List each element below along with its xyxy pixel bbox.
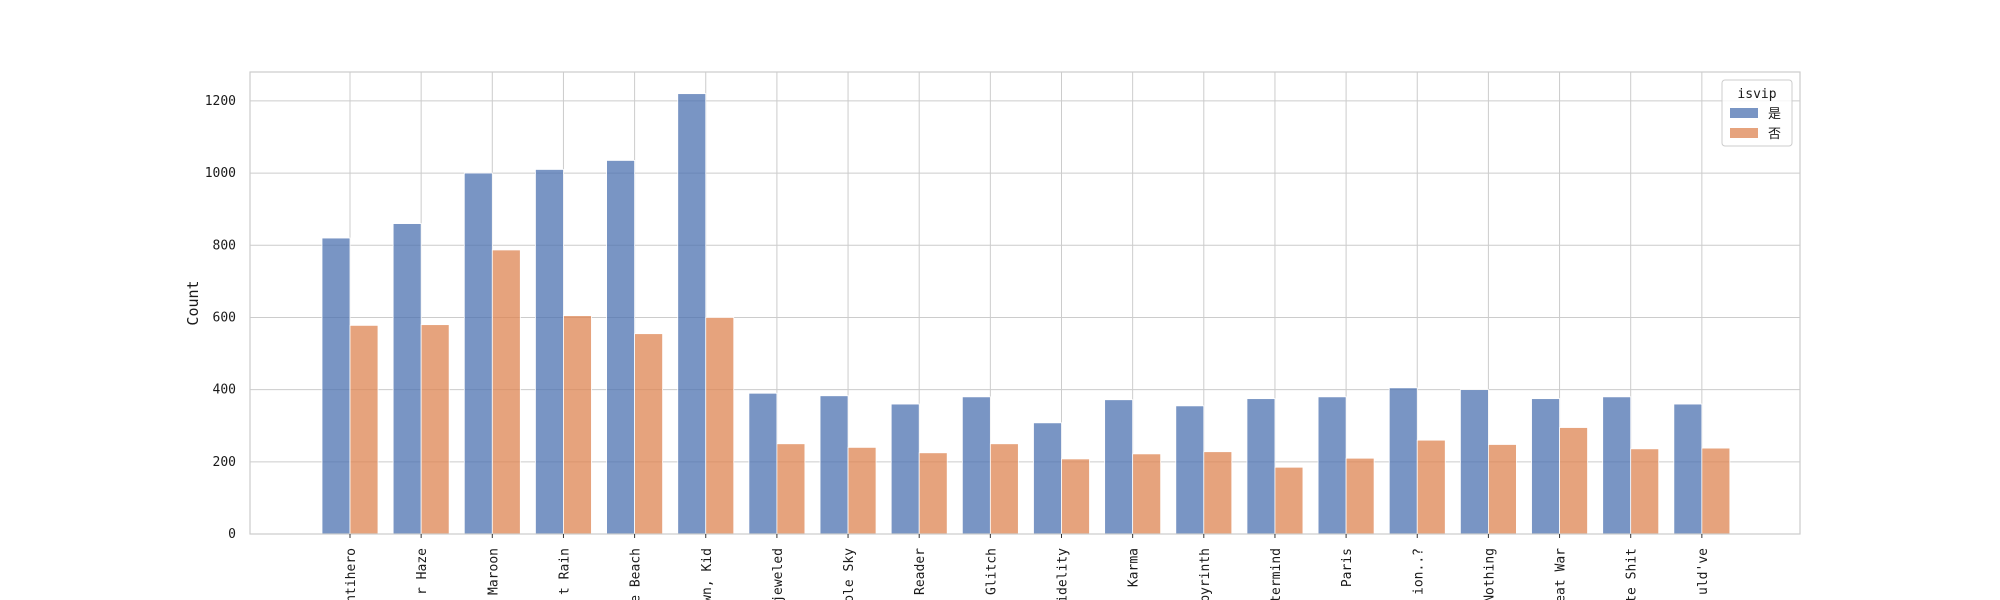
x-tick-label: Maroon [486, 548, 501, 595]
x-axis-ticks: ntihero r Haze Maroon t Rain e Beach wn, Kid j… [344, 534, 1711, 600]
bar-vip-no [918, 452, 948, 535]
x-tick-label: ole Sky [842, 548, 857, 600]
bar-vip-yes [1317, 396, 1347, 535]
y-tick-label: 400 [213, 383, 236, 398]
x-tick-label: uld've [1696, 548, 1711, 595]
y-axis-ticks: 0 200 400 600 800 1000 1200 [205, 94, 236, 542]
x-tick-label: Nothing [1482, 548, 1497, 600]
x-tick-label: e Beach [629, 548, 644, 600]
bar-vip-no [1630, 448, 1660, 535]
bar-vip-yes [677, 93, 707, 535]
bar-vip-no [1345, 457, 1375, 535]
bar-vip-no [563, 315, 592, 535]
bar-vip-yes [1388, 387, 1418, 535]
bar-vip-yes [1246, 398, 1276, 535]
bar-vip-no [634, 333, 663, 535]
x-tick-label: te Shit [1625, 548, 1640, 600]
x-tick-label: Reader [913, 548, 928, 595]
bar-vip-no [1132, 453, 1162, 535]
y-tick-label: 1000 [205, 166, 236, 181]
bar-vip-yes [535, 169, 564, 535]
x-tick-label: wn, Kid [700, 548, 715, 600]
bar-vip-no [989, 443, 1019, 535]
bar-vip-yes [748, 392, 778, 535]
bar-vip-yes [606, 160, 635, 535]
bar-vip-yes [321, 237, 351, 535]
y-tick-label: 200 [213, 455, 236, 470]
legend: isvip 是 否 [1721, 79, 1793, 147]
legend-swatch-vip-yes [1730, 108, 1758, 118]
y-tick-label: 1200 [205, 94, 236, 109]
bar-vip-yes [1531, 398, 1560, 535]
x-tick-label: Karma [1127, 548, 1142, 587]
x-tick-label: r Haze [415, 548, 430, 595]
x-tick-label: Paris [1340, 548, 1355, 587]
bar-vip-yes [1460, 389, 1489, 535]
legend-label-vip-no: 否 [1768, 127, 1781, 142]
bar-vip-no [847, 446, 877, 535]
x-tick-label: ntihero [344, 548, 359, 600]
bar-vip-yes [392, 223, 422, 535]
bar-vip-no [1488, 444, 1517, 535]
legend-title: isvip [1737, 87, 1776, 102]
legend-label-vip-yes: 是 [1768, 107, 1781, 122]
bar-vip-no [1061, 458, 1090, 535]
y-tick-label: 600 [213, 310, 236, 325]
bar-vip-no [776, 443, 806, 535]
bar-vip-no [1274, 466, 1304, 535]
bar-vip-no [1701, 447, 1731, 535]
bar-vip-yes [1104, 399, 1134, 535]
x-tick-label: t Rain [557, 548, 572, 595]
x-tick-label: Glitch [984, 548, 999, 595]
bar-vip-no [1203, 451, 1233, 535]
x-tick-label: jeweled [771, 548, 786, 600]
bar-vip-yes [1673, 403, 1703, 535]
y-axis-label: Count [184, 280, 202, 325]
x-tick-label: eat War [1554, 548, 1569, 600]
bar-vip-yes [1602, 396, 1632, 535]
bar-vip-yes [819, 395, 849, 535]
legend-swatch-vip-no [1730, 128, 1758, 138]
bar-vip-yes [463, 172, 493, 535]
bar-vip-yes [1175, 405, 1205, 535]
bar-vip-no [1559, 427, 1588, 535]
bar-vip-no [420, 324, 450, 535]
plot-area-frame [249, 71, 1801, 535]
x-tick-label: termind [1269, 548, 1284, 600]
bar-group [321, 93, 1731, 535]
x-tick-label: byrinth [1198, 548, 1213, 600]
bar-vip-yes [890, 403, 920, 535]
y-tick-label: 800 [213, 238, 236, 253]
bar-vip-yes [961, 396, 991, 535]
bar-vip-no [491, 249, 521, 535]
x-tick-label: ion..? [1411, 548, 1426, 595]
bar-vip-no [705, 317, 735, 535]
bar-vip-no [349, 324, 379, 535]
bar-vip-yes [1033, 422, 1062, 535]
y-tick-label: 0 [228, 527, 236, 542]
bar-vip-no [1416, 439, 1446, 535]
x-tick-label: idelity [1056, 548, 1071, 600]
